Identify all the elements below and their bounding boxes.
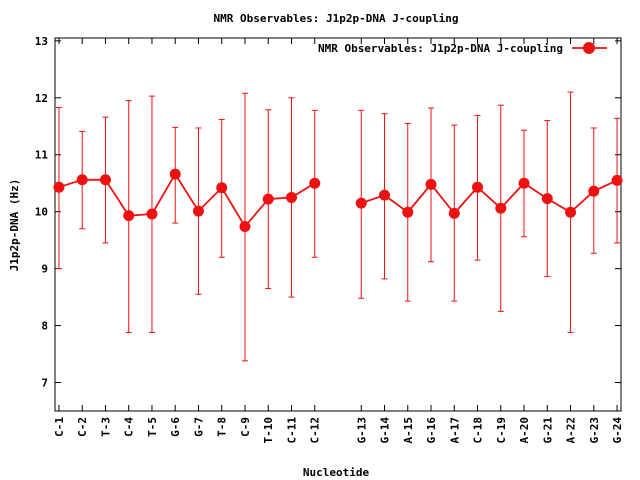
series-group: [53, 91, 623, 362]
x-tick-label: C-18: [472, 417, 485, 444]
data-point: [379, 189, 391, 201]
x-tick-label: C-11: [285, 417, 298, 444]
data-point: [611, 174, 623, 186]
x-tick-label: G-13: [355, 417, 368, 444]
x-tick-label: C-19: [495, 417, 508, 444]
data-point: [355, 197, 367, 209]
x-tick-label: T-8: [216, 417, 229, 437]
data-point: [76, 174, 88, 186]
data-point: [146, 208, 158, 220]
data-point: [588, 185, 600, 197]
data-point: [192, 205, 204, 217]
x-tick-label: C-9: [239, 417, 252, 437]
x-tick-label: T-10: [262, 417, 275, 444]
x-tick-label: C-2: [76, 417, 89, 437]
series-line: [360, 179, 618, 215]
x-tick-label: G-7: [192, 417, 205, 437]
y-tick-label: 13: [35, 35, 48, 48]
data-point: [541, 193, 553, 205]
data-point: [285, 191, 297, 203]
legend-label: NMR Observables: J1p2p-DNA J-coupling: [318, 42, 563, 55]
x-tick-label: A-22: [565, 417, 578, 444]
data-point: [495, 202, 507, 214]
y-axis: 7 8 9 10 11 12 13: [35, 35, 621, 390]
data-point: [99, 174, 111, 186]
chart-title: NMR Observables: J1p2p-DNA J-coupling: [213, 12, 458, 25]
data-point: [53, 181, 65, 193]
legend: NMR Observables: J1p2p-DNA J-coupling: [318, 42, 607, 55]
x-tick-label: G-21: [541, 417, 554, 444]
data-point: [123, 210, 135, 222]
y-tick-label: 7: [41, 377, 48, 390]
x-tick-label: G-23: [588, 417, 601, 444]
x-tick-label: C-12: [309, 417, 322, 444]
data-point: [565, 206, 577, 218]
x-tick-label: A-17: [448, 417, 461, 444]
y-axis-label: J1p2p-DNA (Hz): [8, 179, 21, 272]
y-tick-label: 11: [35, 149, 49, 162]
plot-frame: [54, 37, 622, 412]
x-tick-label: G-16: [425, 417, 438, 444]
legend-marker: [583, 42, 595, 54]
data-point: [518, 177, 530, 189]
x-tick-label: A-15: [402, 417, 415, 444]
x-tick-label: G-24: [611, 417, 624, 444]
x-tick-label: G-14: [379, 417, 392, 444]
data-point: [216, 182, 228, 194]
y-tick-label: 12: [35, 92, 48, 105]
data-point: [262, 193, 274, 205]
data-point: [309, 177, 321, 189]
x-tick-label: G-6: [169, 417, 182, 437]
data-point: [472, 181, 484, 193]
x-tick-label: T-3: [99, 417, 112, 437]
x-axis: C-1 C-2 T-3 C-4 T-5 G-6 G-7 T-8 C-9 T-10 C-11 C-12 G…: [53, 38, 624, 444]
data-point: [402, 206, 414, 218]
x-axis-label: Nucleotide: [303, 466, 370, 479]
data-point: [448, 207, 460, 219]
x-tick-label: C-1: [53, 417, 66, 437]
y-tick-label: 9: [41, 263, 48, 276]
data-point: [169, 168, 181, 180]
series-line: [58, 172, 316, 229]
data-point: [425, 178, 437, 190]
x-tick-label: T-5: [146, 417, 159, 437]
x-tick-label: C-4: [123, 417, 136, 437]
y-tick-label: 10: [35, 206, 48, 219]
y-tick-label: 8: [41, 320, 48, 333]
data-point: [239, 220, 251, 232]
x-tick-label: A-20: [518, 417, 531, 444]
